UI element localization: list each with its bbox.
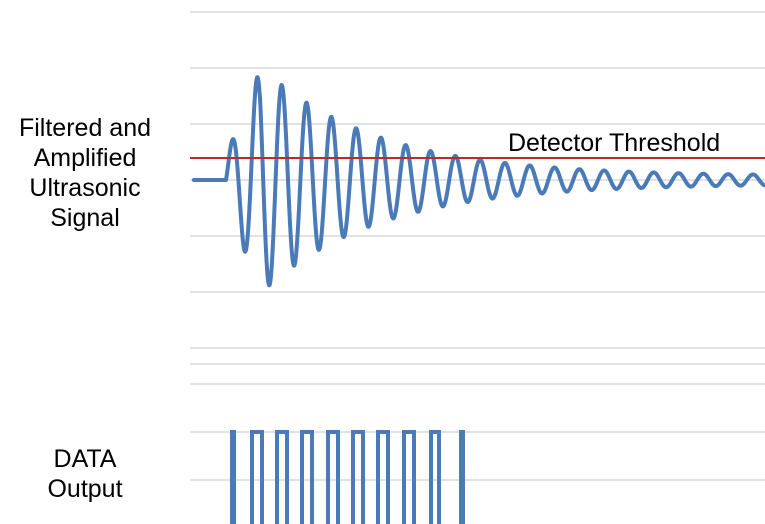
data-output-label: DATA Output (47, 445, 123, 503)
detector-threshold-label: Detector Threshold (508, 129, 720, 157)
gridlines (190, 11, 765, 481)
signal-label: Filtered and Amplified Ultrasonic Signal (18, 114, 152, 232)
data-output-pulses (230, 430, 465, 524)
ultrasonic-signal-waveform (192, 75, 765, 288)
